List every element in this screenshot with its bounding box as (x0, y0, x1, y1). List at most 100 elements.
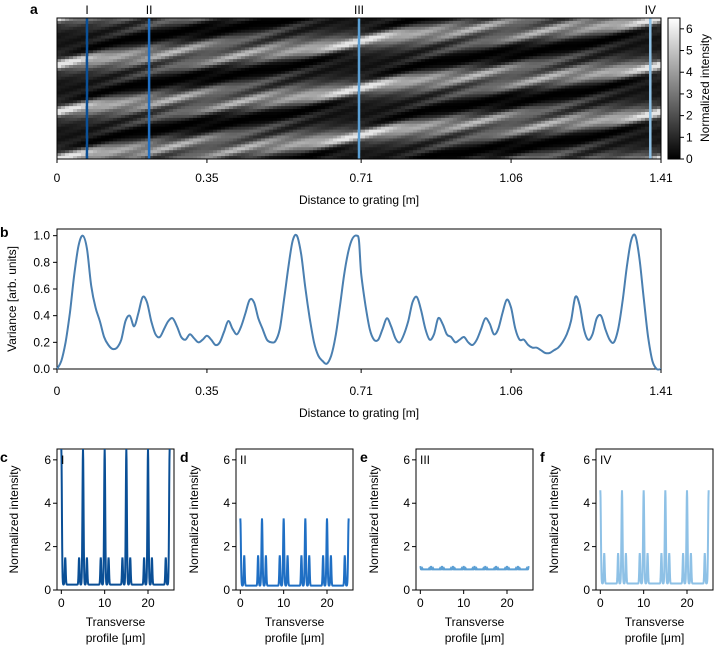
heatmap-cell (365, 97, 370, 101)
heatmap-cell (377, 50, 382, 54)
heatmap-cell (469, 103, 474, 107)
heatmap-cell (341, 67, 346, 72)
heatmap-cell (325, 70, 330, 75)
heatmap-cell (61, 29, 66, 34)
heatmap-cell (301, 32, 306, 37)
heatmap-cell (137, 123, 142, 128)
heatmap-cell (321, 50, 326, 54)
heatmap-cell (317, 53, 322, 57)
heatmap-cell (237, 129, 242, 134)
heatmap-cell (277, 35, 282, 40)
heatmap-cell (381, 59, 386, 63)
heatmap-cell (269, 132, 274, 137)
heatmap-cell (373, 23, 378, 28)
heatmap-cell (109, 35, 114, 40)
heatmap-cell (137, 18, 142, 22)
heatmap-cell (273, 85, 278, 90)
heatmap-cell (337, 76, 342, 81)
heatmap-cell (209, 18, 214, 22)
heatmap-cell (413, 94, 418, 98)
heatmap-cell (381, 144, 386, 148)
heatmap-cell (65, 47, 70, 51)
heatmap-cell (469, 147, 474, 151)
heatmap-cell (469, 53, 474, 57)
heatmap-cell (249, 29, 254, 34)
heatmap-cell (121, 100, 126, 104)
heatmap-cell (169, 76, 174, 81)
heatmap-cell (333, 53, 338, 57)
heatmap-cell (161, 50, 166, 54)
heatmap-cell (429, 132, 434, 137)
heatmap-cell (289, 138, 294, 142)
heatmap-cell (305, 53, 310, 57)
heatmap-cell (109, 156, 114, 159)
heatmap-cell (197, 109, 202, 113)
heatmap-cell (285, 53, 290, 57)
heatmap-cell (249, 20, 254, 25)
heatmap-cell (121, 73, 126, 78)
heatmap-cell (305, 41, 310, 46)
heatmap-cell (433, 100, 438, 104)
heatmap-cell (309, 141, 314, 145)
heatmap-cell (213, 150, 218, 154)
heatmap-cell (233, 67, 238, 72)
heatmap-cell (325, 117, 330, 122)
heatmap-cell (213, 41, 218, 46)
heatmap-cell (65, 97, 70, 101)
heatmap-cell (113, 79, 118, 84)
heatmap-cell (169, 117, 174, 122)
heatmap-cell (441, 44, 446, 48)
heatmap-cell (373, 150, 378, 154)
heatmap-cell (193, 144, 198, 148)
heatmap-cell (145, 91, 150, 95)
heatmap-cell (277, 120, 282, 125)
heatmap-cell (197, 135, 202, 140)
heatmap-cell (405, 82, 410, 87)
heatmap-cell (325, 29, 330, 34)
heatmap-cell (97, 53, 102, 57)
heatmap-cell (285, 129, 290, 134)
heatmap-cell (153, 56, 158, 60)
heatmap-cell (193, 153, 198, 157)
heatmap-cell (165, 129, 170, 134)
heatmap-cell (89, 82, 94, 87)
heatmap-cell (369, 109, 374, 113)
heatmap-cell (145, 156, 150, 159)
heatmap-cell (381, 29, 386, 34)
heatmap-cell (457, 79, 462, 84)
heatmap-cell (161, 112, 166, 116)
heatmap-cell (81, 38, 86, 43)
heatmap-cell (169, 144, 174, 148)
heatmap-cell (453, 73, 458, 78)
heatmap-cell (409, 147, 414, 151)
heatmap-cell (373, 138, 378, 142)
heatmap-cell (237, 97, 242, 101)
heatmap-cell (149, 120, 154, 125)
heatmap-cell (325, 135, 330, 140)
heatmap-cell (453, 156, 458, 159)
heatmap-cell (173, 65, 178, 69)
heatmap-cell (205, 38, 210, 43)
heatmap-cell (273, 88, 278, 93)
heatmap-cell (105, 20, 110, 25)
heatmap-cell (381, 132, 386, 137)
heatmap-cell (437, 20, 442, 25)
heatmap-cell (325, 106, 330, 110)
heatmap-cell (65, 82, 70, 87)
heatmap-cell (189, 132, 194, 137)
heatmap-cell (149, 138, 154, 142)
heatmap-cell (389, 79, 394, 84)
heatmap-cell (209, 29, 214, 34)
heatmap-cell (153, 132, 158, 137)
heatmap-cell (453, 91, 458, 95)
heatmap-cell (437, 59, 442, 63)
heatmap-cell (101, 114, 106, 119)
heatmap-cell (313, 82, 318, 87)
heatmap-cell (101, 112, 106, 116)
heatmap-cell (353, 85, 358, 90)
heatmap-cell (297, 20, 302, 25)
heatmap-cell (361, 135, 366, 140)
heatmap-cell (461, 50, 466, 54)
heatmap-cell (213, 126, 218, 131)
heatmap-cell (417, 109, 422, 113)
